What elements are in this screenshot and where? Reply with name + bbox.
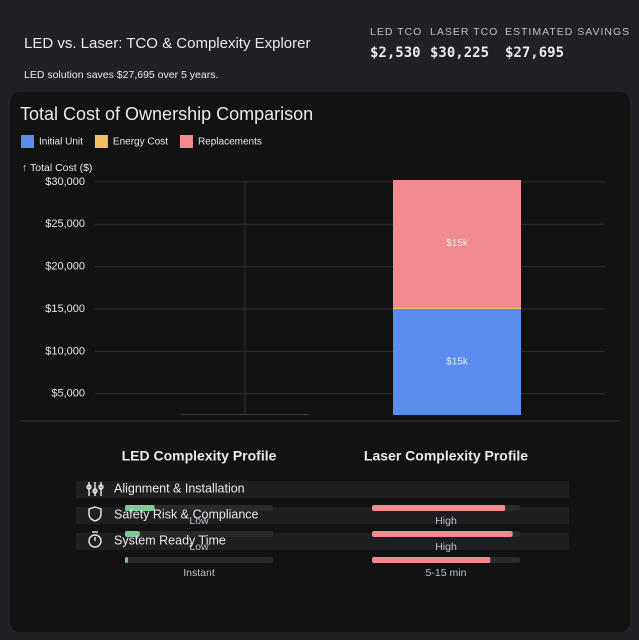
bar-segment (393, 180, 521, 308)
metric-row (76, 481, 569, 498)
page-title: LED vs. Laser: TCO & Complexity Explorer (24, 35, 310, 52)
page-subtitle: LED solution saves $27,695 over 5 years. (24, 69, 218, 81)
timer-icon (88, 531, 102, 548)
chart-title: Total Cost of Ownership Comparison (20, 104, 313, 124)
legend-label: Energy Cost (113, 137, 168, 148)
profile-title: Laser Complexity Profile (364, 448, 528, 464)
meter-label: High (435, 515, 457, 527)
meter-label: Low (189, 541, 209, 553)
bar-segment (181, 414, 309, 415)
meter-track (125, 505, 273, 511)
y-tick-label: $15,000 (45, 303, 85, 315)
legend-swatch (179, 135, 193, 148)
shield-icon (88, 506, 102, 522)
meter-track (125, 531, 273, 537)
meter-fill (125, 505, 155, 511)
kpi-value: $30,225 (430, 45, 489, 61)
legend-swatch (21, 135, 34, 148)
meter-label: High (435, 541, 457, 553)
metric-row (76, 507, 569, 524)
y-tick-label: $25,000 (45, 218, 85, 230)
legend-swatch (94, 135, 108, 148)
meter-fill (372, 505, 506, 511)
icons (86, 482, 104, 548)
value-label: $15k (446, 238, 469, 249)
meter-track (125, 557, 273, 563)
meter-fill (372, 531, 513, 537)
metric-label: Alignment & Installation (114, 481, 245, 495)
y-tick-label: $5,000 (51, 388, 85, 400)
kpi-label: ESTIMATED SAVINGS (505, 26, 630, 38)
meter-label: Low (189, 515, 209, 527)
meter-label: Instant (183, 567, 215, 579)
bar-segment (393, 309, 521, 415)
profile-title: LED Complexity Profile (122, 448, 277, 464)
metric-row (76, 533, 569, 550)
meter-fill (372, 557, 491, 563)
card (10, 92, 630, 632)
kpi-label: LED TCO (370, 26, 422, 38)
legend-label: Initial Unit (39, 137, 83, 148)
alignment-icon (86, 482, 104, 496)
bar-segment (393, 307, 521, 310)
y-tick-label: $30,000 (45, 176, 85, 188)
legend-label: Replacements (198, 137, 262, 148)
y-tick-label: $10,000 (45, 345, 85, 357)
kpi-label: LASER TCO (430, 26, 498, 38)
meter-fill (125, 557, 128, 563)
metric-label: System Ready Time (114, 533, 226, 547)
kpi-value: $2,530 (370, 45, 421, 61)
meter-fill (125, 531, 140, 537)
meter-label: 5-15 min (426, 567, 467, 579)
kpi-value: $27,695 (505, 45, 564, 61)
y-axis-label: ↑ Total Cost ($) (22, 162, 92, 174)
metric-label: Safety Risk & Compliance (114, 507, 259, 521)
y-tick-label: $20,000 (45, 261, 85, 273)
value-label: $15k (446, 357, 469, 368)
